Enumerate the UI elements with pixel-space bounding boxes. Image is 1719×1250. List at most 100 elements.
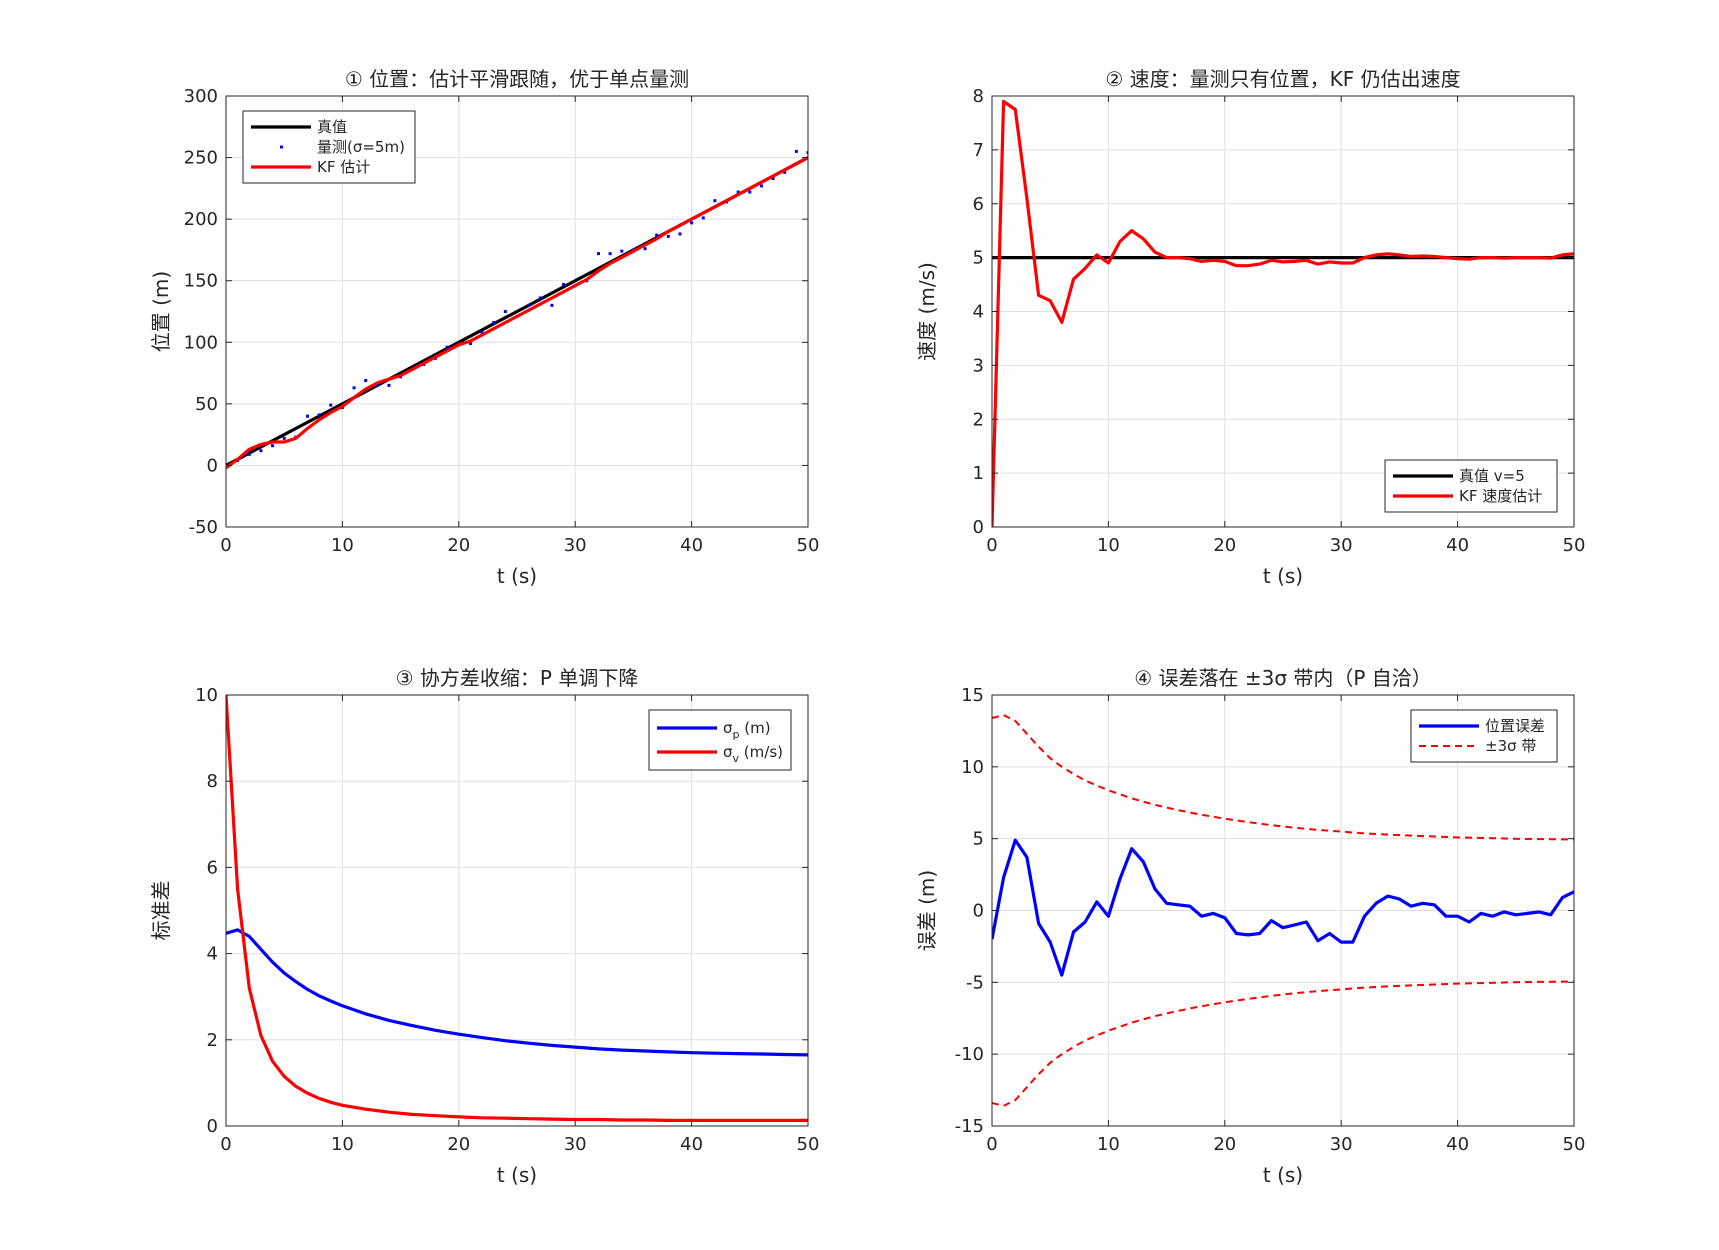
y-tick-label: 250: [184, 148, 218, 169]
legend: 位置误差 ±3σ 带: [1410, 709, 1558, 763]
series-line: [226, 928, 808, 1057]
data-point: [678, 232, 682, 236]
x-tick-label: 30: [564, 1134, 587, 1155]
data-point: [806, 151, 808, 155]
y-tick-label: 2: [973, 409, 984, 430]
data-point: [364, 378, 368, 382]
data-point: [468, 342, 472, 346]
legend-label: 真值 v=5: [1459, 467, 1525, 485]
series-line: [226, 156, 808, 470]
y-axis-label: 速度 (m/s): [915, 262, 939, 361]
data-point: [305, 414, 309, 418]
data-point: [259, 449, 263, 453]
legend-label: KF 速度估计: [1459, 487, 1542, 505]
data-point: [317, 413, 321, 417]
data-point: [736, 190, 740, 194]
legend: 真值 v=5 KF 速度估计: [1384, 459, 1558, 513]
x-axis-label: t (s): [1263, 1163, 1303, 1187]
y-tick-label: 150: [184, 271, 218, 292]
x-axis-label: t (s): [1263, 564, 1303, 588]
x-tick-label: 20: [1213, 535, 1236, 556]
legend-box: [1384, 459, 1558, 513]
data-point: [352, 386, 356, 390]
series-line: [992, 838, 1574, 977]
axes-box: [225, 694, 809, 1127]
x-tick-label: 50: [1563, 1134, 1586, 1155]
x-tick-label: 50: [1563, 535, 1586, 556]
y-axis-label: 位置 (m): [149, 271, 173, 352]
x-tick-label: 40: [1446, 1134, 1469, 1155]
data-point: [247, 452, 251, 456]
x-tick-label: 50: [797, 1134, 820, 1155]
y-tick-label: 5: [973, 829, 984, 850]
data-point: [387, 383, 391, 387]
data-point: [271, 444, 275, 448]
series-line-lower: [992, 980, 1574, 1107]
y-tick-label: 4: [207, 944, 218, 965]
data-point: [503, 310, 507, 313]
data-point: [701, 216, 705, 220]
subplot-4: 0 10 20 30 40 50 -15 -10 -5 0 5 10 15 ④ 误差落在 ±3σ 带内（P…: [915, 666, 1585, 1187]
data-point: [480, 330, 484, 334]
chart-title: ① 位置：估计平滑跟随，优于单点量测: [345, 67, 689, 91]
data-point: [794, 149, 798, 153]
y-tick-label: 6: [207, 857, 218, 878]
x-tick-label: 40: [680, 1134, 703, 1155]
x-tick-label: 10: [331, 1134, 354, 1155]
legend: σp (m)σv (m/s): [648, 709, 792, 771]
legend-label: 位置误差: [1485, 717, 1545, 735]
y-tick-label: 0: [973, 517, 984, 538]
y-tick-label: 7: [973, 140, 984, 161]
legend-label: σv (m/s): [723, 743, 783, 765]
y-tick-label: 0: [973, 901, 984, 922]
y-tick-label: 200: [184, 209, 218, 230]
data-point: [282, 436, 286, 440]
data-point: [759, 184, 763, 188]
y-tick-label: 2: [207, 1030, 218, 1051]
legend-box: [242, 110, 416, 184]
subplot-3: 0 10 20 30 40 50 0 2 4 6 8 10 ③ 协方差收缩：P 单调下降 t (s) 标准差…: [149, 666, 819, 1187]
y-tick-label: 6: [973, 194, 984, 215]
y-tick-label: -50: [189, 517, 218, 538]
x-tick-label: 10: [1097, 1134, 1120, 1155]
y-tick-label: 1: [973, 463, 984, 484]
y-tick-label: 8: [973, 86, 984, 107]
x-tick-label: 0: [986, 1134, 997, 1155]
series-group: [226, 149, 808, 470]
data-point: [492, 321, 496, 325]
y-tick-label: 15: [961, 685, 984, 706]
y-tick-label: 0: [207, 1116, 218, 1137]
legend-box: [648, 709, 792, 771]
chart-title: ③ 协方差收缩：P 单调下降: [396, 666, 639, 690]
x-tick-label: 50: [797, 535, 820, 556]
legend-label: ±3σ 带: [1485, 737, 1536, 755]
y-tick-label: 100: [184, 332, 218, 353]
y-tick-label: 300: [184, 86, 218, 107]
x-axis-label: t (s): [497, 564, 537, 588]
x-tick-label: 20: [447, 535, 470, 556]
series-line-upper: [992, 714, 1574, 841]
x-tick-label: 0: [220, 535, 231, 556]
x-tick-label: 0: [220, 1134, 231, 1155]
data-point: [596, 252, 600, 256]
axes-box: [225, 95, 809, 528]
data-point: [783, 170, 787, 174]
y-tick-label: 4: [973, 302, 984, 323]
data-point: [655, 233, 659, 237]
data-point: [643, 247, 647, 251]
x-tick-label: 10: [1097, 535, 1120, 556]
y-tick-label: -10: [955, 1044, 984, 1065]
y-tick-label: -15: [955, 1116, 984, 1137]
y-axis-label: 标准差: [149, 881, 173, 941]
series-group: [992, 99, 1574, 527]
y-tick-label: 10: [195, 685, 218, 706]
legend-label-base: σ: [723, 743, 733, 761]
x-tick-label: 30: [564, 535, 587, 556]
x-tick-label: 40: [680, 535, 703, 556]
x-axis-label: t (s): [497, 1163, 537, 1187]
legend-box: [1410, 709, 1558, 763]
x-tick-label: 40: [1446, 535, 1469, 556]
data-point: [527, 303, 531, 307]
